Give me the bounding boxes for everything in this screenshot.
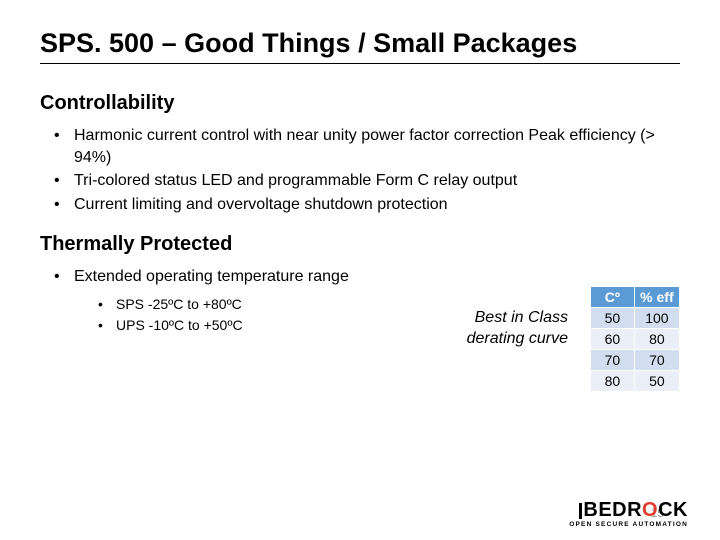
list-item: Extended operating temperature range SPS…	[50, 266, 680, 336]
table-row: 80 50	[591, 371, 680, 392]
best-in-class-line2: derating curve	[467, 330, 568, 347]
list-item: Current limiting and overvoltage shutdow…	[50, 194, 680, 216]
logo-o-icon: O	[642, 499, 658, 522]
table-cell: 70	[591, 350, 635, 371]
list-item: Harmonic current control with near unity…	[50, 125, 680, 168]
best-in-class-line1: Best in Class	[475, 309, 568, 326]
table-cell: 50	[634, 371, 679, 392]
table-cell: 100	[634, 308, 679, 329]
logo-text-pre: BEDR	[583, 499, 642, 522]
table-row: 60 80	[591, 329, 680, 350]
bedrock-logo: BEDROCK OPEN SECURE AUTOMATION	[569, 499, 688, 528]
table-cell: 80	[634, 329, 679, 350]
logo-tagline: OPEN SECURE AUTOMATION	[569, 521, 688, 528]
logo-bar-icon	[579, 503, 582, 519]
controllability-list: Harmonic current control with near unity…	[40, 125, 680, 215]
logo-main-text: BEDROCK	[569, 499, 688, 522]
table-cell: 60	[591, 329, 635, 350]
slide-title: SPS. 500 – Good Things / Small Packages	[40, 28, 680, 59]
list-item: Tri-colored status LED and programmable …	[50, 170, 680, 192]
best-in-class-caption: Best in Class derating curve	[428, 308, 568, 350]
table-row: 70 70	[591, 350, 680, 371]
table-cell: 50	[591, 308, 635, 329]
table-header-row: Cº % eff	[591, 287, 680, 308]
thermally-list: Extended operating temperature range SPS…	[40, 266, 680, 336]
title-underline	[40, 63, 680, 64]
list-item-text: Extended operating temperature range	[74, 268, 349, 285]
efficiency-table: Cº % eff 50 100 60 80 70 70 80 50	[590, 286, 680, 392]
table-header-cell: Cº	[591, 287, 635, 308]
table-cell: 80	[591, 371, 635, 392]
section-controllability-heading: Controllability	[40, 92, 680, 115]
table-cell: 70	[634, 350, 679, 371]
table-row: 50 100	[591, 308, 680, 329]
logo-text-post: CK	[658, 499, 688, 522]
table-header-cell: % eff	[634, 287, 679, 308]
section-thermally-heading: Thermally Protected	[40, 233, 680, 256]
